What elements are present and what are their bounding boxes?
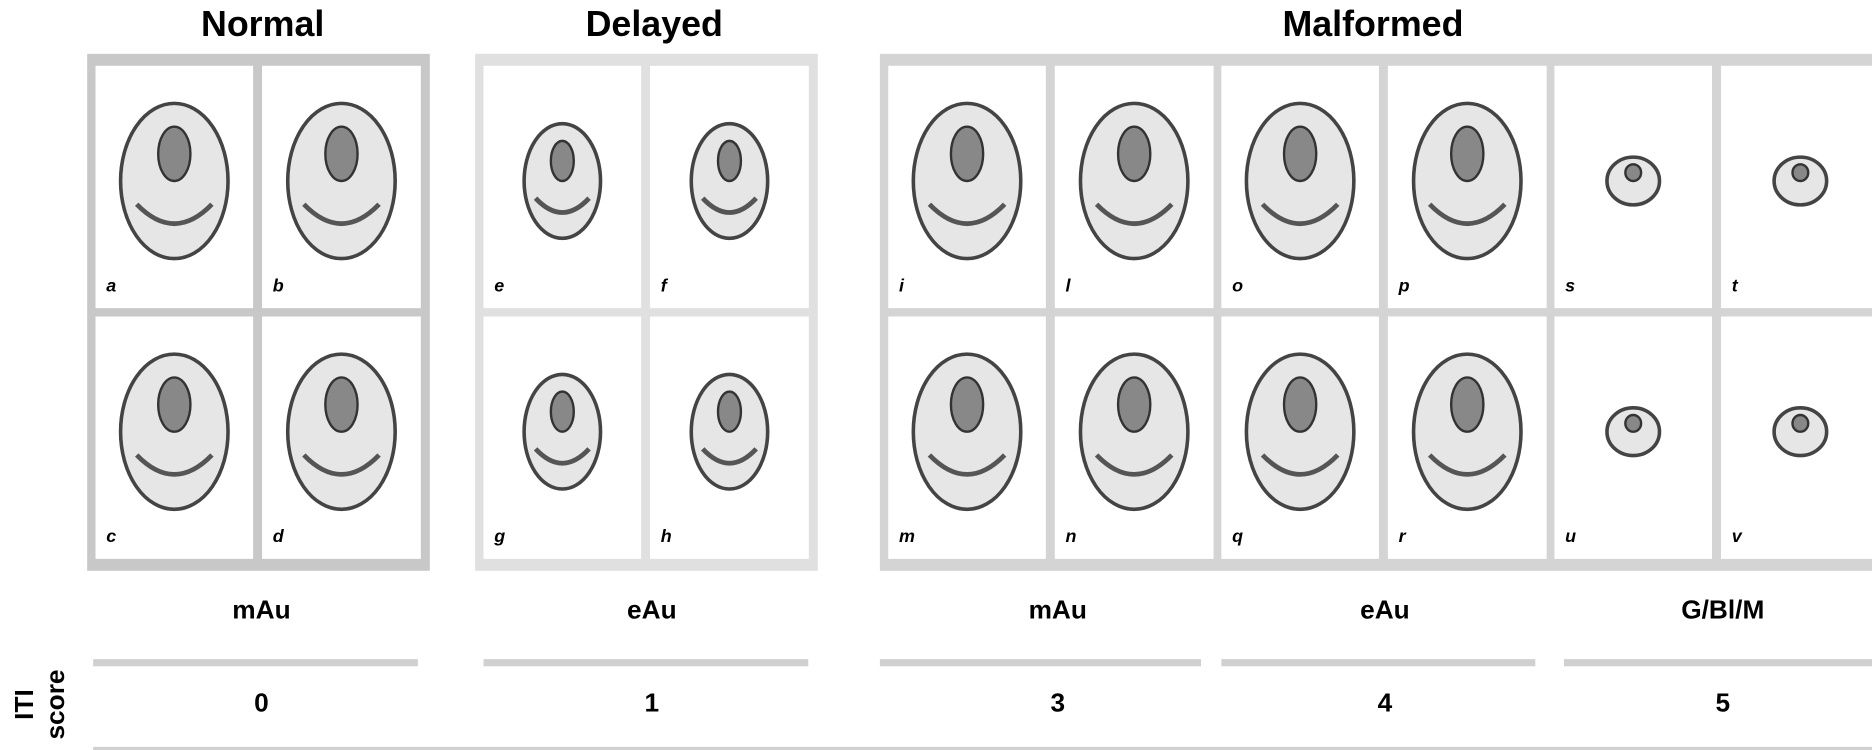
larva-gut xyxy=(551,141,574,181)
group-title: Normal xyxy=(201,4,324,44)
panel-letter: o xyxy=(1232,275,1243,295)
panel-letter: a xyxy=(106,275,116,295)
panel-letter: c xyxy=(106,526,116,546)
panel-letter: e xyxy=(494,275,504,295)
stage-label: mAu xyxy=(1029,594,1087,624)
larva-gut xyxy=(1792,164,1808,181)
larva-gut xyxy=(1451,127,1483,181)
panel-letter: q xyxy=(1232,526,1243,546)
larva-gut xyxy=(158,377,190,431)
panel-letter: v xyxy=(1732,526,1743,546)
iti-score: 3 xyxy=(1050,687,1065,717)
larva-gut xyxy=(951,127,983,181)
panel-letter: r xyxy=(1399,526,1407,546)
panel-letter: g xyxy=(493,526,505,546)
panel-letter: d xyxy=(273,526,285,546)
iti-score: 1 xyxy=(645,687,660,717)
stage-label: G/Bl/M xyxy=(1681,594,1764,624)
larva-gut xyxy=(951,377,983,431)
panel-letter: u xyxy=(1565,526,1576,546)
panel-letter: t xyxy=(1732,275,1739,295)
stage-label: mAu xyxy=(232,594,290,624)
larva-gut xyxy=(325,127,357,181)
larva-gut xyxy=(1451,377,1483,431)
panel-letter: n xyxy=(1066,526,1077,546)
larva-gut xyxy=(718,392,741,432)
panel-letter: s xyxy=(1565,275,1575,295)
score-label: ITI xyxy=(9,689,39,720)
larva-gut xyxy=(1284,377,1316,431)
panel-letter: m xyxy=(899,526,915,546)
larva-gut xyxy=(1118,127,1150,181)
larva-gut xyxy=(158,127,190,181)
larva-gut xyxy=(1284,127,1316,181)
panel-letter: b xyxy=(273,275,284,295)
larva-gut xyxy=(1792,415,1808,432)
larva-gut xyxy=(1118,377,1150,431)
larva-gut xyxy=(1625,164,1641,181)
larva-gut xyxy=(1625,415,1641,432)
larva-gut xyxy=(718,141,741,181)
stage-label: eAu xyxy=(1360,594,1410,624)
iti-score: 4 xyxy=(1378,687,1393,717)
score-label: score xyxy=(40,669,70,739)
figure: ITI score NormalabcdDelayedefghMalformed… xyxy=(0,0,1872,750)
panel-letter: p xyxy=(1398,275,1410,295)
page: ITI score NormalabcdDelayedefghMalformed… xyxy=(0,0,1872,750)
group-title: Malformed xyxy=(1282,4,1463,44)
group-title: Delayed xyxy=(586,4,723,44)
stage-label: eAu xyxy=(627,594,677,624)
iti-score: 5 xyxy=(1715,687,1730,717)
larva-gut xyxy=(325,377,357,431)
iti-score: 0 xyxy=(254,687,269,717)
larva-gut xyxy=(551,392,574,432)
panel-letter: h xyxy=(661,526,672,546)
